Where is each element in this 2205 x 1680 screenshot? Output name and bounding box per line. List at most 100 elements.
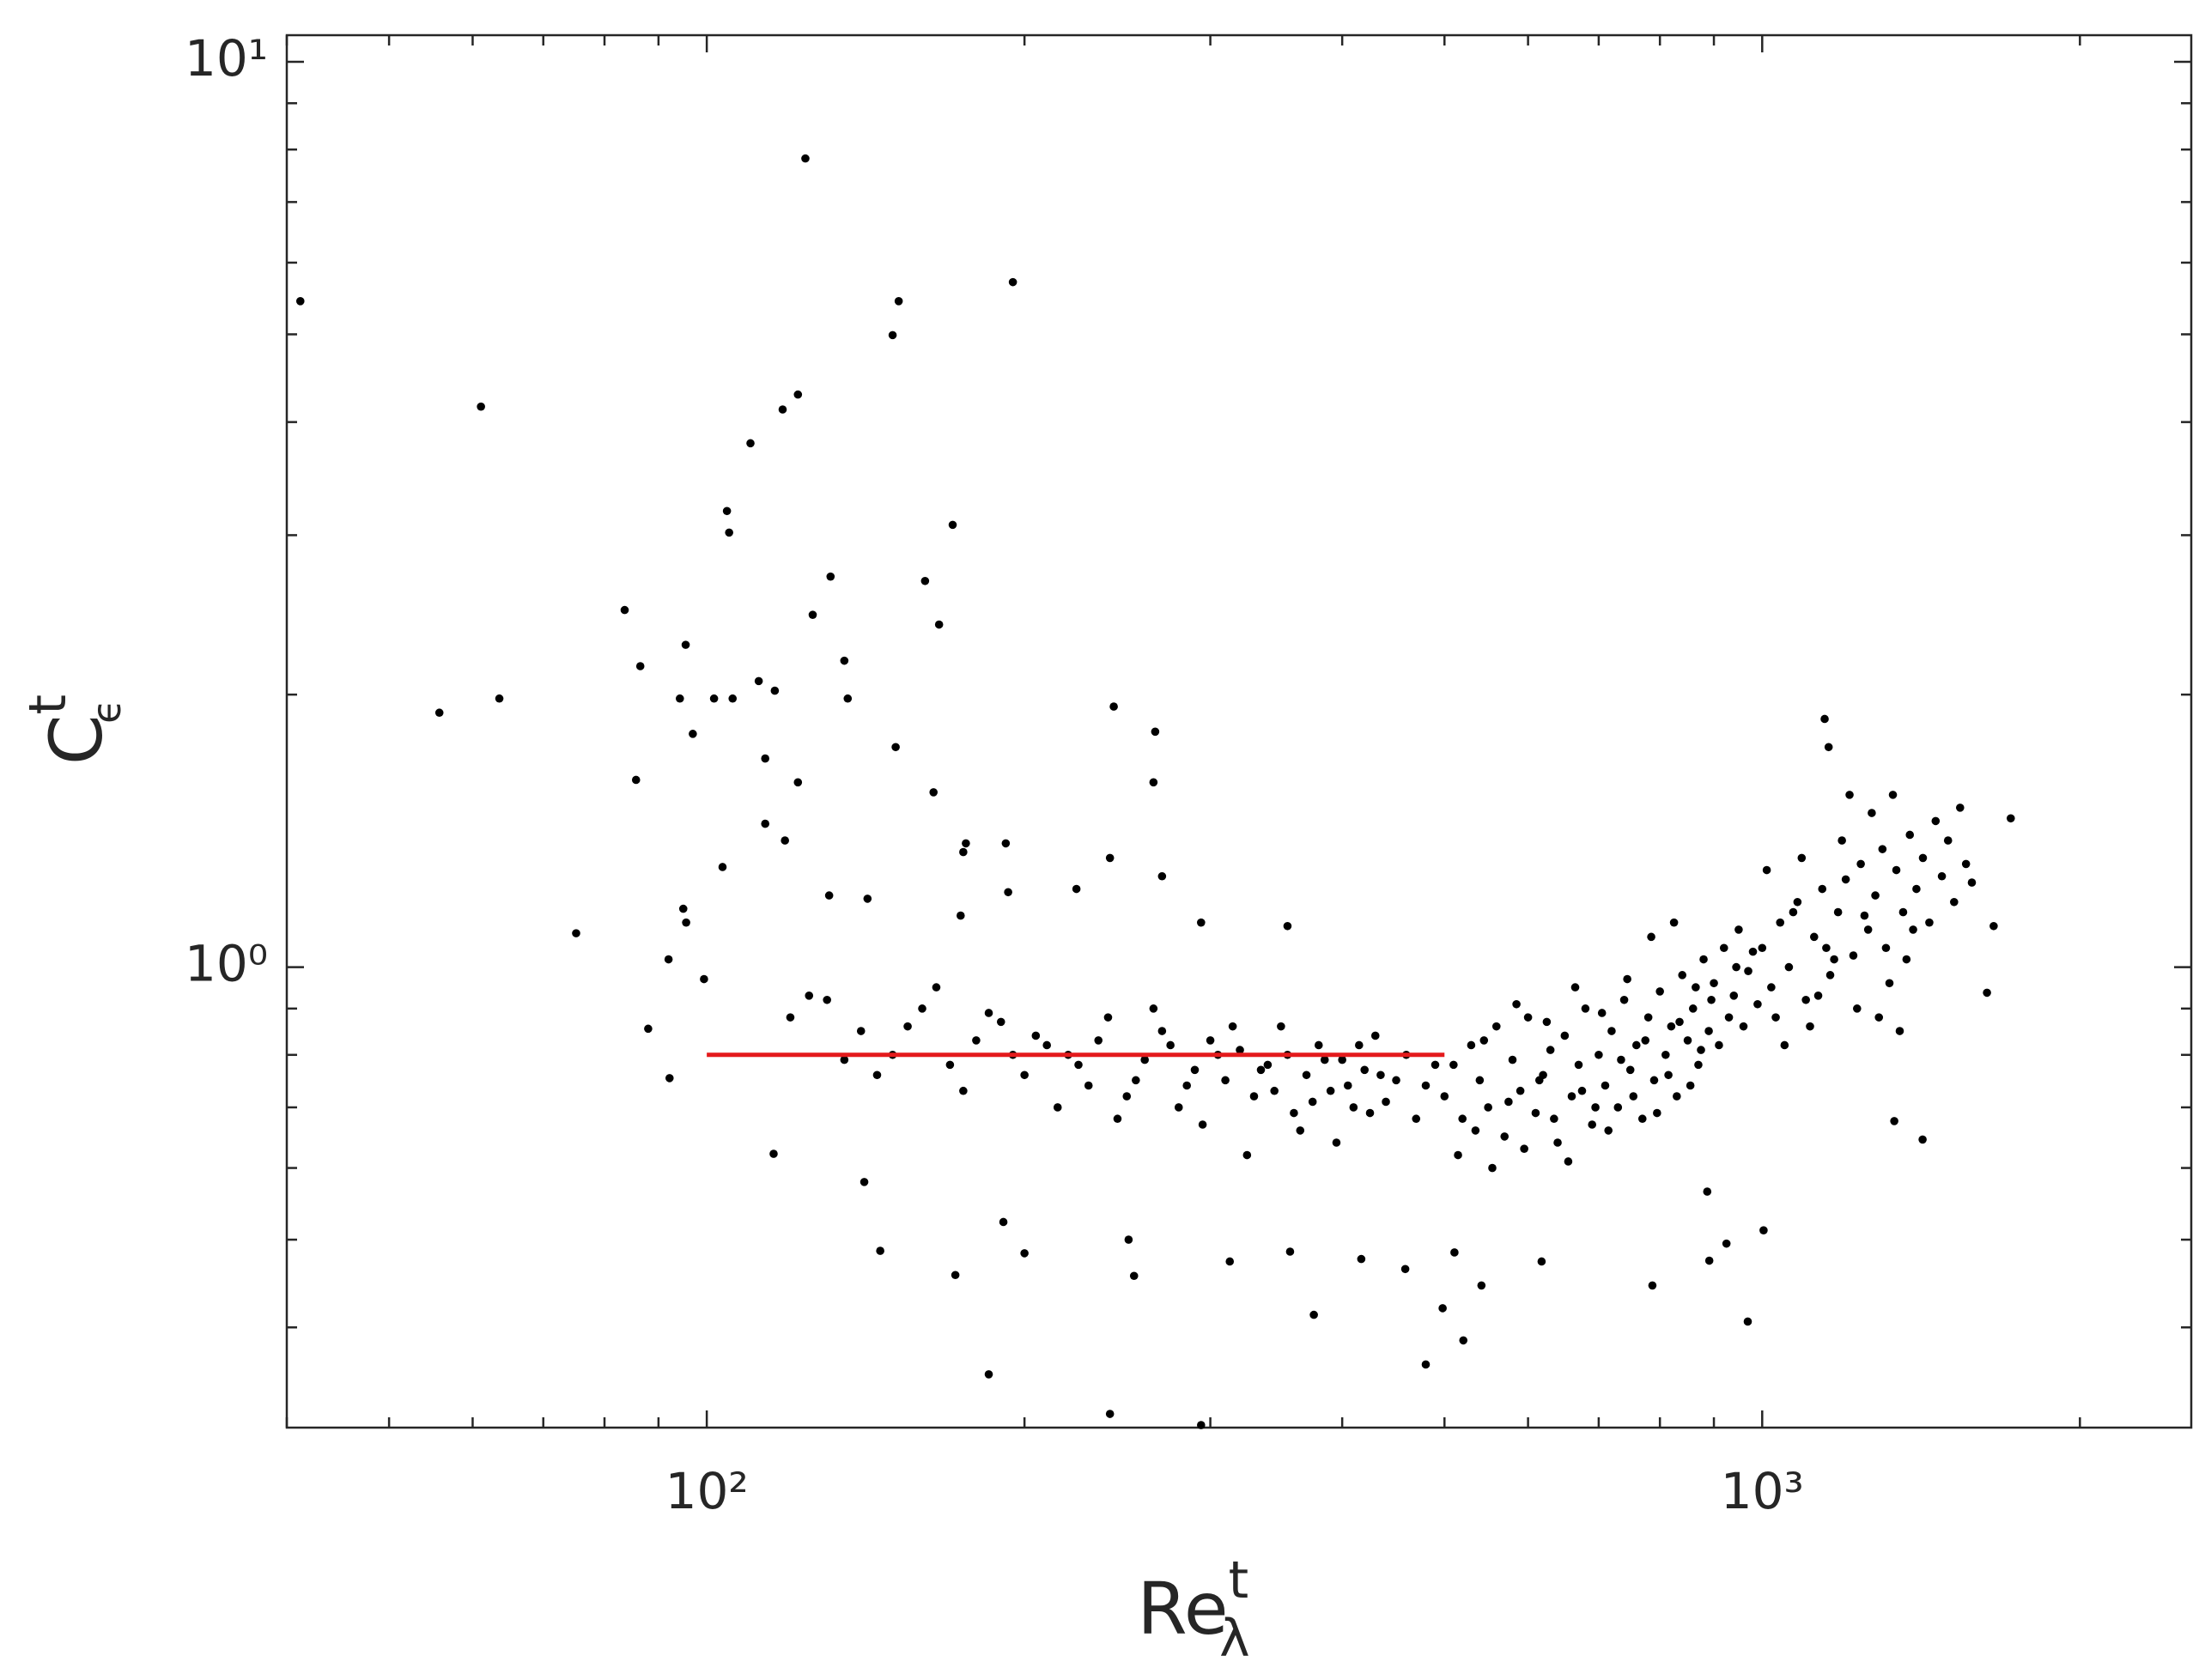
data-point (1516, 1086, 1525, 1095)
data-point (1124, 1235, 1133, 1244)
data-point (1542, 1017, 1552, 1027)
data-point (1597, 1009, 1607, 1017)
data-point (1784, 962, 1794, 972)
data-point (1905, 830, 1915, 840)
data-point (754, 676, 763, 686)
data-point (959, 1086, 968, 1095)
data-point (700, 974, 708, 984)
data-point (1694, 1060, 1703, 1070)
data-point (1895, 1027, 1904, 1035)
data-point (1601, 1081, 1610, 1090)
data-point (725, 528, 733, 537)
data-point (1734, 925, 1743, 934)
data-point (769, 1149, 778, 1158)
data-point (1888, 791, 1898, 799)
data-point (1649, 1076, 1659, 1085)
data-point (1157, 871, 1167, 881)
data-point (1902, 955, 1911, 964)
data-point (1715, 1040, 1723, 1050)
data-point (1967, 878, 1977, 887)
data-point (1955, 804, 1965, 812)
data-point (1707, 995, 1716, 1004)
data-point (1157, 1027, 1167, 1035)
data-point (1349, 1103, 1358, 1112)
data-point (1581, 1004, 1590, 1013)
data-point (1382, 1097, 1390, 1107)
data-point (999, 1217, 1008, 1227)
data-point (761, 819, 770, 828)
data-point (1488, 1163, 1497, 1173)
data-point (1174, 1103, 1183, 1112)
data-point (1637, 1114, 1647, 1124)
x-label-base: Re (1137, 1567, 1228, 1651)
data-point (1103, 1013, 1113, 1022)
data-point (572, 929, 580, 937)
data-point (1285, 1247, 1295, 1256)
data-point (1020, 1070, 1029, 1080)
data-point (1849, 951, 1858, 960)
data-point (1504, 1097, 1513, 1107)
data-point (1326, 1086, 1335, 1095)
data-point (1412, 1114, 1421, 1124)
data-point (1853, 1004, 1862, 1013)
data-point (1392, 1076, 1400, 1085)
data-point (1641, 1036, 1650, 1045)
data-point (840, 1055, 849, 1064)
data-point (1166, 1040, 1175, 1050)
data-point (1004, 888, 1012, 897)
data-point (1105, 1410, 1115, 1418)
data-point (984, 1009, 993, 1017)
data-point (1343, 1081, 1352, 1090)
data-point (1983, 988, 1991, 998)
data-point (1825, 971, 1835, 979)
data-point (1833, 907, 1843, 917)
data-point (1053, 1103, 1062, 1112)
data-point (1729, 992, 1739, 1000)
data-point (876, 1246, 884, 1255)
data-point (1140, 1055, 1150, 1064)
data-point (761, 754, 770, 763)
data-point (1290, 1108, 1298, 1118)
data-point (957, 911, 965, 920)
data-point (1355, 1040, 1364, 1050)
data-point (1550, 1114, 1558, 1124)
data-point (631, 775, 641, 785)
data-point (495, 694, 504, 703)
data-point (823, 995, 831, 1004)
data-point (1302, 1070, 1311, 1080)
data-point (1113, 1114, 1122, 1124)
data-point (678, 904, 688, 913)
data-point (1830, 955, 1838, 964)
data-point (620, 605, 629, 615)
data-point (863, 895, 872, 903)
data-point (1042, 1040, 1051, 1050)
data-point (1531, 1108, 1540, 1118)
data-point (932, 983, 941, 992)
data-point (1623, 974, 1631, 984)
data-point (682, 918, 690, 927)
data-point (1546, 1046, 1555, 1054)
data-point (1890, 1117, 1898, 1125)
data-point (722, 506, 732, 516)
data-point (1512, 999, 1521, 1009)
data-point (984, 1370, 993, 1379)
data-point (1820, 714, 1829, 724)
data-point (1438, 1304, 1447, 1313)
data-point (1553, 1138, 1562, 1147)
data-point (1669, 918, 1679, 927)
data-point (1320, 1055, 1329, 1064)
data-point (1648, 1281, 1657, 1290)
data-point (1655, 987, 1664, 996)
data-point (1459, 1336, 1468, 1345)
data-point (1722, 1239, 1731, 1248)
data-point (1683, 1036, 1692, 1045)
data-point (1031, 1031, 1041, 1040)
data-point (1467, 1040, 1476, 1050)
plot-frame (285, 33, 2193, 1429)
data-point (1631, 1040, 1641, 1050)
data-point (434, 708, 444, 718)
data-point (1431, 1060, 1440, 1070)
data-point (718, 863, 727, 871)
data-point (918, 1004, 926, 1013)
data-point (1206, 1036, 1215, 1045)
